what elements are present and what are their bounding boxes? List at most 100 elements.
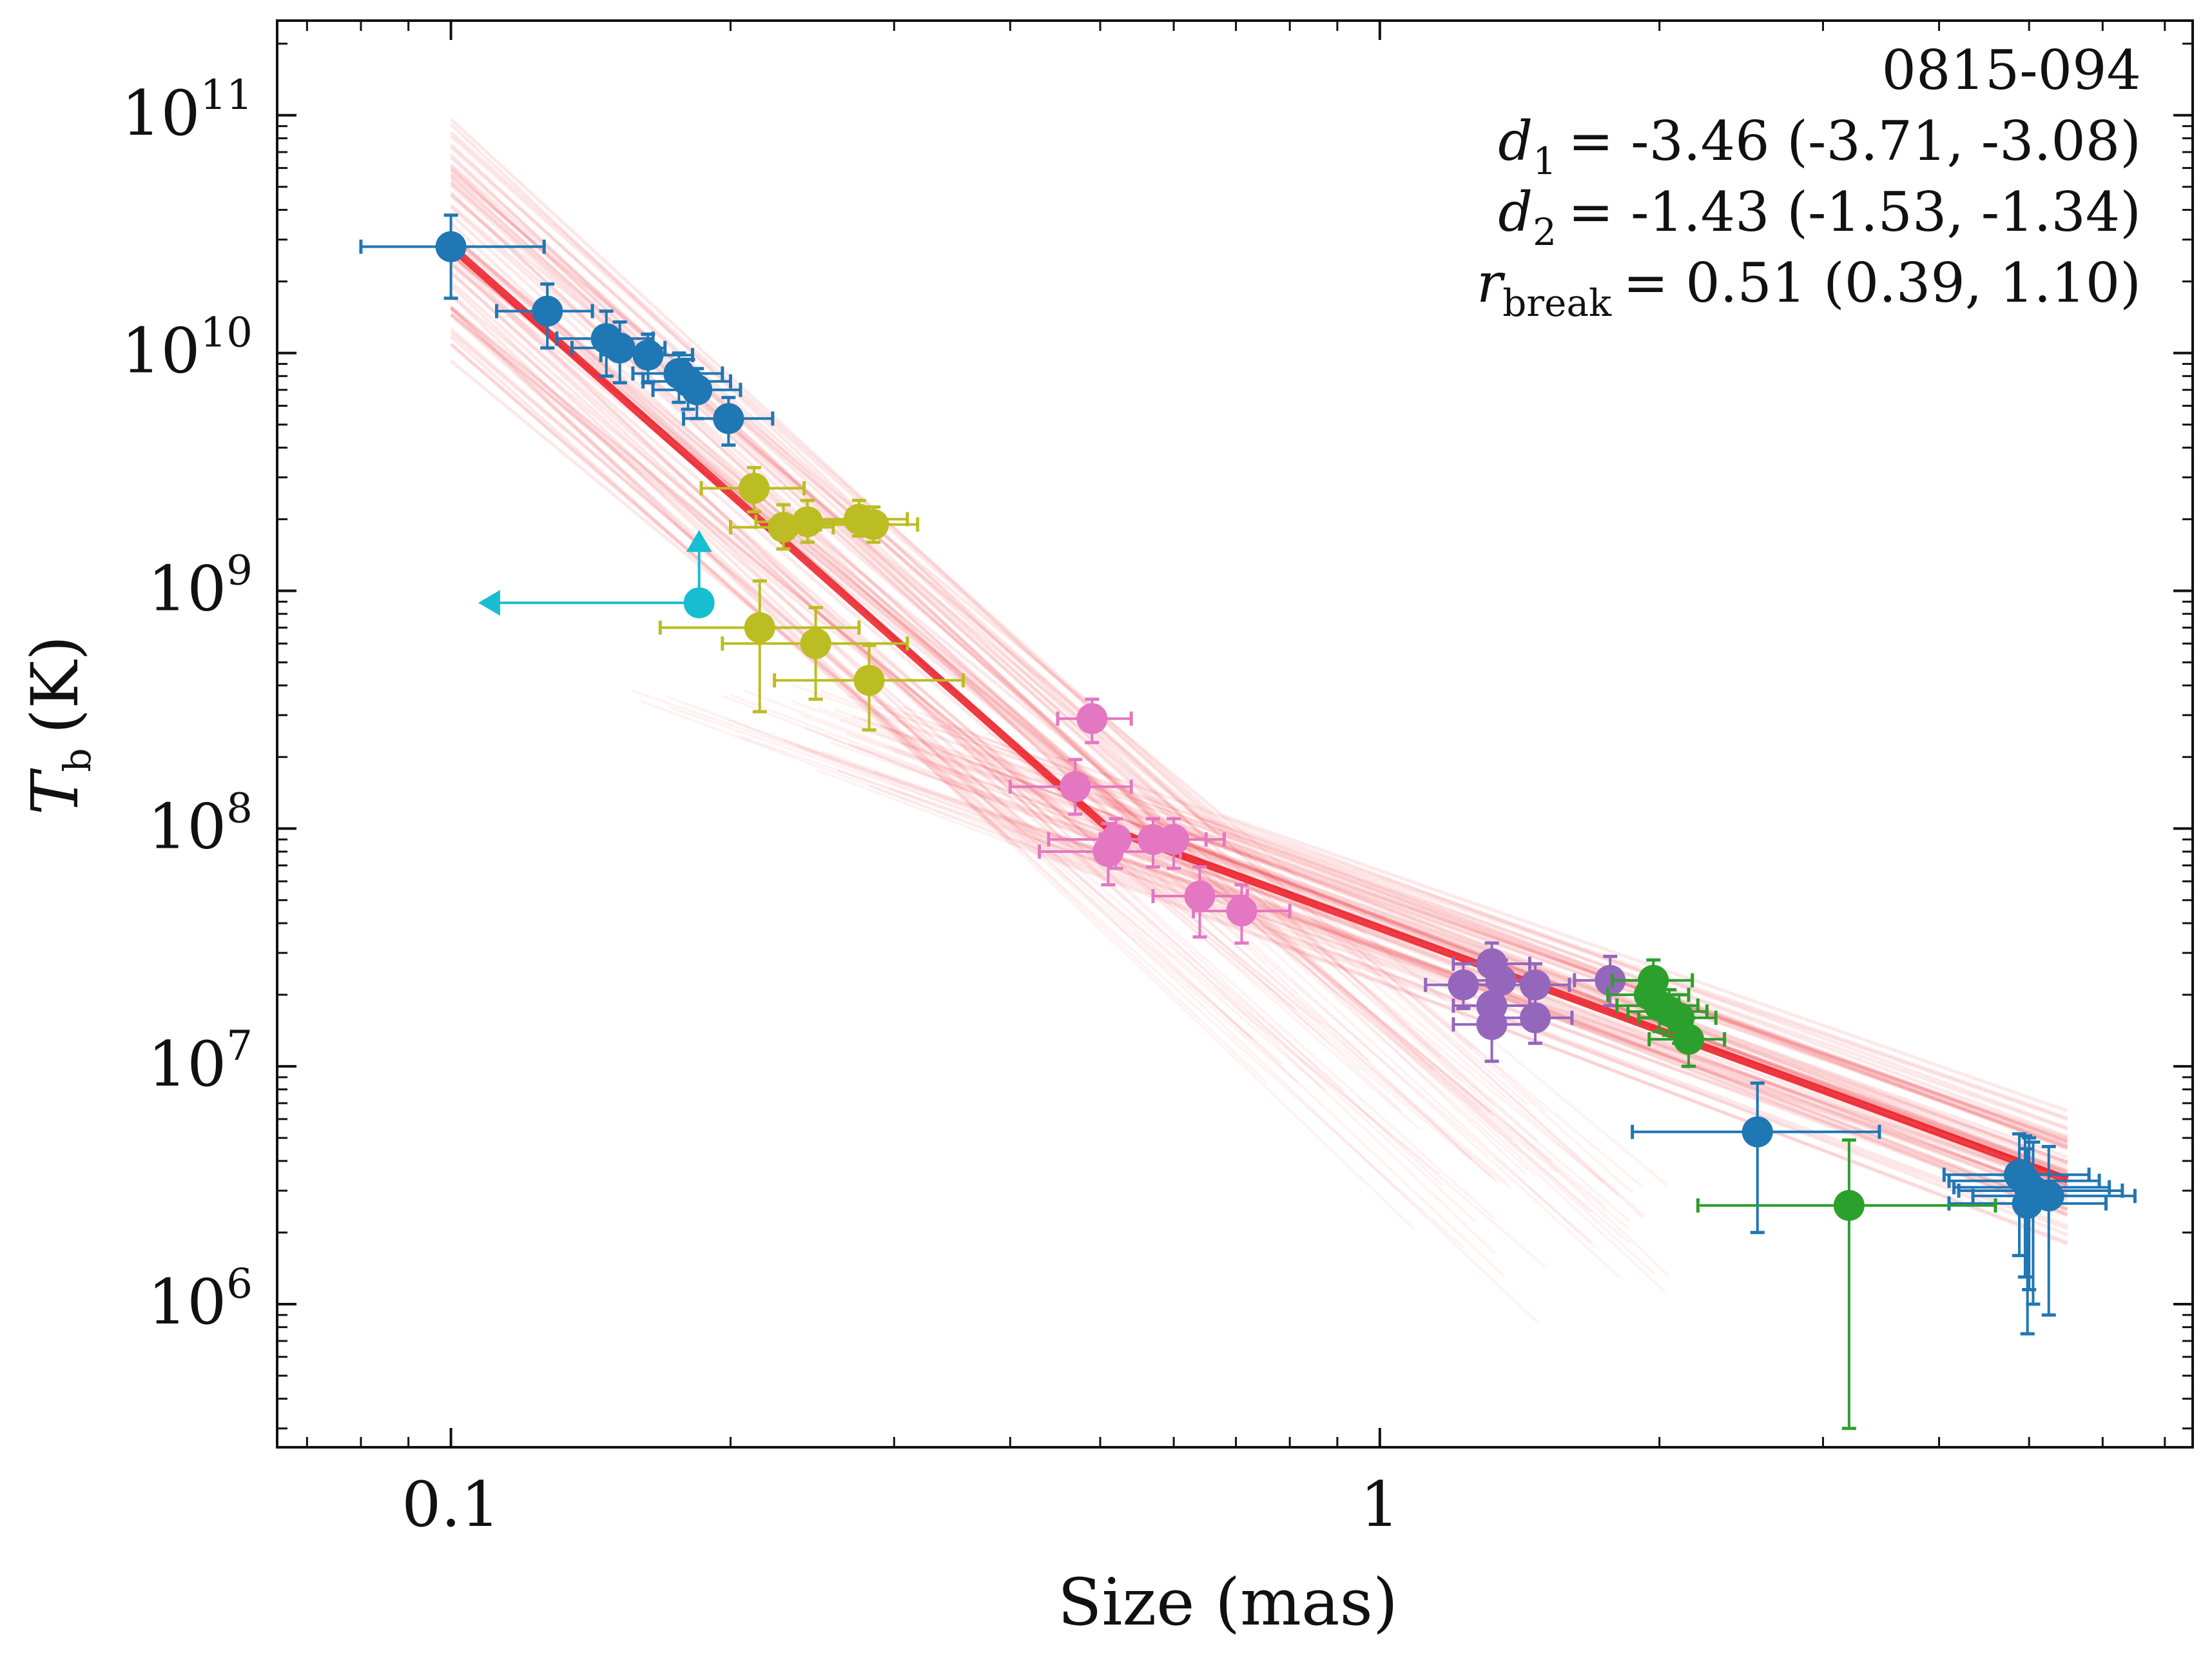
- data-point: [800, 628, 831, 659]
- y-tick-label: 106: [148, 1260, 253, 1338]
- fit-sample-line: [449, 263, 2068, 1198]
- fit-extension-line: [1106, 828, 1499, 1184]
- fit-sample-line: [449, 174, 2068, 1148]
- fit-extension-line: [893, 750, 1064, 818]
- fit-extension-line: [1056, 756, 1215, 817]
- fit-extension-line: [640, 699, 1007, 838]
- fit-sample-line: [449, 193, 2068, 1180]
- fit-sample-line: [449, 284, 2068, 1187]
- series-group: [1424, 941, 1649, 1063]
- fit-extension-line: [804, 726, 1056, 826]
- fit-extension-line: [880, 724, 1168, 829]
- fit-extension-line: [728, 718, 1004, 827]
- fit-extension-line: [888, 745, 1136, 837]
- data-point: [744, 612, 775, 643]
- fit-extension-line: [1199, 818, 1528, 1106]
- fit-extension-line: [744, 689, 1099, 828]
- fit-extension-line: [1154, 821, 1527, 1176]
- fit-sample-line: [449, 123, 2068, 1131]
- fit-sample-line: [450, 312, 2068, 1213]
- data-point: [858, 509, 889, 540]
- fit-extension-line: [1134, 835, 1621, 1278]
- fit-extension-line: [1037, 833, 1546, 1268]
- fit-extension-line: [816, 768, 1011, 845]
- fit-extension-line: [935, 752, 1158, 837]
- fit-sample-line: [449, 203, 2068, 1146]
- fit-extension-line: [1182, 815, 1670, 1277]
- x-tick-label: 1: [1360, 1469, 1399, 1541]
- fit-extension-line: [1221, 814, 1669, 1187]
- fit-extension-line: [1009, 841, 1415, 1230]
- data-point: [1092, 836, 1124, 868]
- fit-extension-line: [859, 717, 1153, 833]
- fit-extension-line: [1109, 838, 1402, 1113]
- fit-sample-line: [449, 294, 2068, 1227]
- fit-sample-line: [449, 335, 2068, 1231]
- fit-extension-line: [1058, 835, 1477, 1224]
- fit-extension-line: [848, 743, 1087, 836]
- fit-extension-line: [1054, 823, 1444, 1187]
- fit-extension-line: [1138, 827, 1513, 1140]
- fit-extension-line: [1121, 827, 1473, 1161]
- data-point: [791, 506, 823, 538]
- fit-sample-line: [449, 308, 2068, 1244]
- data-point: [1158, 824, 1190, 855]
- fit-extension-line: [903, 712, 1224, 832]
- fit-sample-line: [449, 280, 2068, 1211]
- data-point: [2033, 1180, 2064, 1212]
- fit-extension-line: [947, 778, 1089, 835]
- data-point: [1060, 771, 1091, 803]
- fit-extension-line: [1078, 821, 1507, 1183]
- data-point: [532, 295, 563, 327]
- data-point: [1476, 1009, 1508, 1040]
- annotation-d2: d2 = -1.43 (-1.53, -1.34): [1498, 181, 2141, 254]
- fit-extension-line: [800, 714, 1108, 830]
- fit-extension-line: [1053, 835, 1346, 1092]
- series-group: [478, 530, 715, 619]
- fit-extension-line: [1166, 826, 1591, 1213]
- fit-extension-line: [1036, 837, 1326, 1091]
- data-point: [853, 665, 885, 696]
- fit-extension-line: [889, 787, 1034, 841]
- fit-extension-line: [1150, 829, 1495, 1117]
- fit-extension-line: [820, 750, 1060, 837]
- series-group: [359, 213, 2137, 1336]
- fit-extension-line: [846, 694, 1178, 819]
- data-point: [1595, 964, 1626, 996]
- fit-extension-line: [1009, 839, 1268, 1084]
- fit-sample-line: [449, 180, 2068, 1141]
- fit-extension-line: [1140, 825, 1629, 1229]
- fit-extension-line: [1087, 832, 1323, 1026]
- data-point: [1485, 964, 1517, 996]
- data-point: [1184, 881, 1216, 912]
- fit-extension-line: [1176, 839, 1666, 1293]
- y-tick-label: 1011: [121, 72, 253, 150]
- fit-extension-line: [1097, 825, 1370, 1062]
- fit-sample-line: [450, 169, 2068, 1138]
- data-point: [604, 332, 635, 364]
- series-group: [1606, 958, 1997, 1431]
- fit-extension-line: [1002, 824, 1299, 1084]
- fit-extension-line: [868, 784, 1011, 841]
- data-point: [435, 231, 467, 262]
- fit-sample-line: [449, 270, 2068, 1196]
- fit-extension-line: [795, 744, 1060, 838]
- fit-extension-line: [834, 708, 1158, 823]
- fit-sample-line: [450, 306, 2068, 1188]
- fit-sample-line: [449, 343, 2068, 1236]
- fit-extension-line: [1058, 835, 1496, 1255]
- y-tick-label: 109: [148, 547, 253, 625]
- y-arrow-head: [686, 530, 712, 552]
- fit-sample-line: [449, 306, 2068, 1201]
- fit-sample-line: [450, 359, 2068, 1211]
- fit-sample-line: [449, 327, 2068, 1197]
- fit-extension-line: [926, 764, 1080, 824]
- fit-extension-line: [1205, 819, 1474, 1050]
- fit-extension-line: [1072, 824, 1512, 1189]
- y-tick-label: 108: [148, 785, 253, 863]
- annotation-rbreak: rbreak = 0.51 (0.39, 1.10): [1477, 251, 2141, 325]
- fit-sample-line: [450, 305, 2068, 1204]
- fit-extension-line: [1005, 835, 1465, 1249]
- fit-extension-line: [851, 716, 1178, 841]
- data-point: [683, 587, 715, 619]
